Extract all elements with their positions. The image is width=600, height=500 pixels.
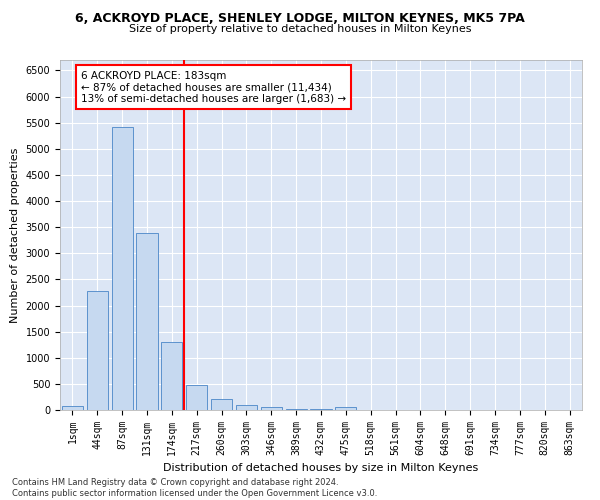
Bar (286, 409, 307, 410)
Y-axis label: Number of detached properties: Number of detached properties (10, 148, 20, 322)
Text: 6 ACKROYD PLACE: 183sqm
← 87% of detached houses are smaller (11,434)
13% of sem: 6 ACKROYD PLACE: 183sqm ← 87% of detache… (81, 70, 346, 104)
Bar (186, 386, 207, 410)
Text: 6, ACKROYD PLACE, SHENLEY LODGE, MILTON KEYNES, MK5 7PA: 6, ACKROYD PLACE, SHENLEY LODGE, MILTON … (75, 12, 525, 26)
Bar (62, 406, 83, 410)
Bar (211, 399, 232, 410)
Bar (261, 408, 282, 410)
Bar (87, 291, 108, 410)
Bar (136, 234, 158, 410)
Bar (161, 342, 182, 410)
Text: Contains HM Land Registry data © Crown copyright and database right 2024.
Contai: Contains HM Land Registry data © Crown c… (12, 478, 377, 498)
Text: Size of property relative to detached houses in Milton Keynes: Size of property relative to detached ho… (129, 24, 471, 34)
Bar (335, 407, 356, 410)
X-axis label: Distribution of detached houses by size in Milton Keynes: Distribution of detached houses by size … (163, 464, 479, 473)
Bar (112, 127, 133, 410)
Bar (236, 405, 257, 410)
